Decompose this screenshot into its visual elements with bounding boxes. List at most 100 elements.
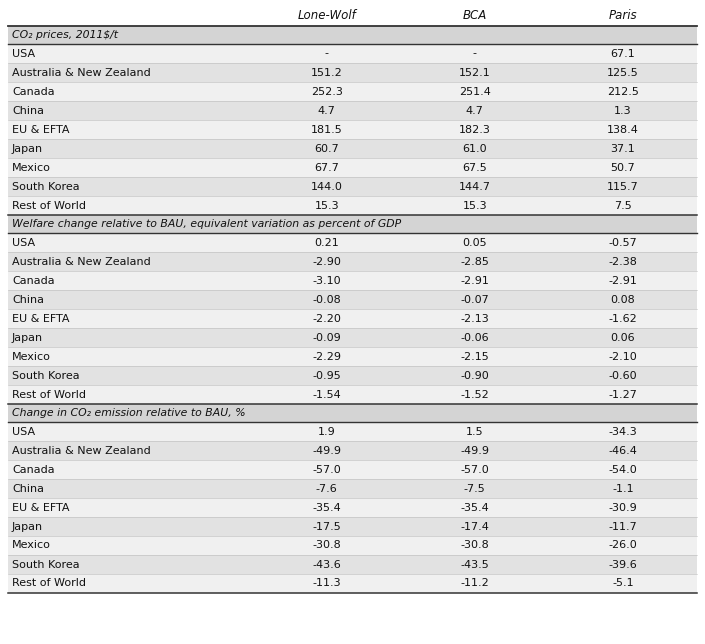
Bar — [8, 422, 697, 441]
Text: -2.20: -2.20 — [312, 314, 341, 323]
Text: BCA: BCA — [462, 8, 487, 21]
Text: -0.07: -0.07 — [460, 294, 489, 305]
Text: Australia & New Zealand: Australia & New Zealand — [12, 256, 151, 267]
Text: 152.1: 152.1 — [459, 68, 491, 77]
Bar — [8, 139, 697, 158]
Text: China: China — [12, 106, 44, 115]
Text: -2.29: -2.29 — [312, 352, 341, 361]
Text: -1.54: -1.54 — [312, 390, 341, 399]
Bar — [8, 385, 697, 404]
Text: 182.3: 182.3 — [459, 124, 491, 135]
Text: -46.4: -46.4 — [608, 446, 637, 455]
Text: -30.9: -30.9 — [608, 502, 637, 513]
Text: -2.10: -2.10 — [608, 352, 637, 361]
Text: -11.7: -11.7 — [608, 522, 637, 531]
Text: -49.9: -49.9 — [460, 446, 489, 455]
Text: -0.60: -0.60 — [608, 370, 637, 381]
Text: -57.0: -57.0 — [460, 464, 489, 475]
Text: 251.4: 251.4 — [459, 86, 491, 97]
Text: 7.5: 7.5 — [614, 200, 632, 211]
Text: -35.4: -35.4 — [460, 502, 489, 513]
Text: -35.4: -35.4 — [312, 502, 341, 513]
Text: CO₂ prices, 2011$/t: CO₂ prices, 2011$/t — [12, 30, 118, 40]
Text: 67.7: 67.7 — [314, 162, 339, 173]
Text: South Korea: South Korea — [12, 370, 80, 381]
Bar — [8, 555, 697, 574]
Text: USA: USA — [12, 48, 35, 59]
Text: 144.0: 144.0 — [311, 182, 343, 191]
Text: -: - — [325, 48, 329, 59]
Text: Canada: Canada — [12, 276, 54, 285]
Bar — [8, 196, 697, 215]
Text: Japan: Japan — [12, 522, 43, 531]
Bar — [8, 479, 697, 498]
Text: 138.4: 138.4 — [607, 124, 639, 135]
Text: -17.5: -17.5 — [312, 522, 341, 531]
Text: -17.4: -17.4 — [460, 522, 489, 531]
Text: 15.3: 15.3 — [462, 200, 487, 211]
Text: -1.52: -1.52 — [460, 390, 489, 399]
Bar — [8, 4, 697, 26]
Text: -39.6: -39.6 — [608, 560, 637, 569]
Bar — [8, 82, 697, 101]
Text: -: - — [473, 48, 477, 59]
Text: -2.91: -2.91 — [460, 276, 489, 285]
Text: 181.5: 181.5 — [311, 124, 343, 135]
Text: Change in CO₂ emission relative to BAU, %: Change in CO₂ emission relative to BAU, … — [12, 408, 245, 418]
Text: EU & EFTA: EU & EFTA — [12, 124, 70, 135]
Bar — [8, 517, 697, 536]
Text: -2.91: -2.91 — [608, 276, 637, 285]
Text: 151.2: 151.2 — [311, 68, 343, 77]
Text: -7.6: -7.6 — [316, 484, 338, 493]
Text: -1.27: -1.27 — [608, 390, 637, 399]
Text: USA: USA — [12, 426, 35, 437]
Text: 15.3: 15.3 — [314, 200, 339, 211]
Text: South Korea: South Korea — [12, 182, 80, 191]
Text: 1.5: 1.5 — [466, 426, 484, 437]
Text: -49.9: -49.9 — [312, 446, 341, 455]
Text: -0.95: -0.95 — [312, 370, 341, 381]
Bar — [8, 44, 697, 63]
Text: 212.5: 212.5 — [607, 86, 639, 97]
Text: 144.7: 144.7 — [459, 182, 491, 191]
Text: Japan: Japan — [12, 332, 43, 343]
Text: Mexico: Mexico — [12, 540, 51, 551]
Text: -7.5: -7.5 — [464, 484, 486, 493]
Text: -26.0: -26.0 — [608, 540, 637, 551]
Text: Australia & New Zealand: Australia & New Zealand — [12, 446, 151, 455]
Text: -2.38: -2.38 — [608, 256, 637, 267]
Text: -43.6: -43.6 — [312, 560, 341, 569]
Text: 252.3: 252.3 — [311, 86, 343, 97]
Text: China: China — [12, 294, 44, 305]
Text: 0.08: 0.08 — [611, 294, 635, 305]
Bar — [8, 404, 697, 422]
Bar — [8, 536, 697, 555]
Bar — [8, 328, 697, 347]
Text: -1.1: -1.1 — [612, 484, 634, 493]
Text: 1.9: 1.9 — [318, 426, 336, 437]
Text: Rest of World: Rest of World — [12, 578, 86, 589]
Text: -0.06: -0.06 — [460, 332, 489, 343]
Text: Welfare change relative to BAU, equivalent variation as percent of GDP: Welfare change relative to BAU, equivale… — [12, 219, 401, 229]
Text: EU & EFTA: EU & EFTA — [12, 502, 70, 513]
Text: China: China — [12, 484, 44, 493]
Bar — [8, 574, 697, 593]
Text: 61.0: 61.0 — [462, 144, 487, 153]
Text: South Korea: South Korea — [12, 560, 80, 569]
Text: 0.06: 0.06 — [611, 332, 635, 343]
Text: Paris: Paris — [608, 8, 637, 21]
Bar — [8, 347, 697, 366]
Text: -30.8: -30.8 — [312, 540, 341, 551]
Bar — [8, 252, 697, 271]
Text: Mexico: Mexico — [12, 352, 51, 361]
Text: EU & EFTA: EU & EFTA — [12, 314, 70, 323]
Text: -5.1: -5.1 — [612, 578, 634, 589]
Bar — [8, 309, 697, 328]
Text: Rest of World: Rest of World — [12, 200, 86, 211]
Text: 115.7: 115.7 — [607, 182, 639, 191]
Text: 0.21: 0.21 — [314, 238, 339, 247]
Text: -2.13: -2.13 — [460, 314, 489, 323]
Text: -1.62: -1.62 — [608, 314, 637, 323]
Text: Lone-Wolf: Lone-Wolf — [298, 8, 356, 21]
Bar — [8, 26, 697, 44]
